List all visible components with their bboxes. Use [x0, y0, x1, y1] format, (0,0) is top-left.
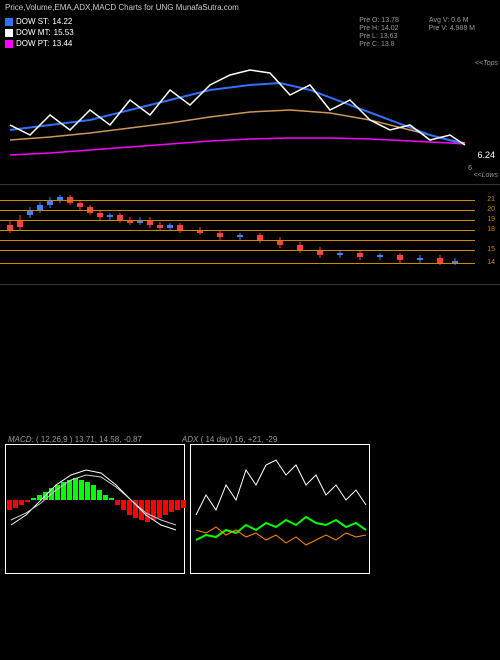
color-swatch: [5, 29, 13, 37]
color-swatch: [5, 40, 13, 48]
macd-chart: [5, 444, 185, 574]
chart-title: Price,Volume,EMA,ADX,MACD Charts for UNG…: [0, 0, 500, 15]
tops-label: <<Tops: [475, 60, 498, 67]
color-swatch: [5, 18, 13, 26]
price-ema-chart: <<Tops <<Lows 6.24 6: [0, 55, 500, 185]
lows-label: <<Lows: [473, 172, 498, 179]
indicator-dow-st: DOW ST: 14.22: [5, 17, 74, 26]
spacer: [0, 285, 500, 435]
indicator-dow-mt: DOW MT: 15.53: [5, 28, 74, 37]
adx-svg: [191, 445, 371, 555]
value-label: 6.24: [477, 150, 495, 160]
small-value-label: 6: [468, 165, 472, 172]
chart1-svg: [0, 55, 470, 185]
indicator-row: DOW ST: 14.22 DOW MT: 15.53 DOW PT: 13.4…: [0, 15, 500, 50]
stats-group: Pre O: 13.78 Avg V: 0.6 M Pre H: 14.02 P…: [359, 17, 475, 48]
macd-label-row: MACD: ( 12,26,9 ) 13.71, 14.58, -0.87: [8, 435, 142, 444]
adx-chart: [190, 444, 370, 574]
bottom-charts: [0, 444, 500, 574]
macd-svg: [6, 445, 186, 555]
indicator-dow-pt: DOW PT: 13.44: [5, 39, 74, 48]
candlestick-chart: 212019181514: [0, 185, 500, 285]
adx-label-row: ADX ( 14 day) 16, +21, -29: [182, 435, 277, 444]
